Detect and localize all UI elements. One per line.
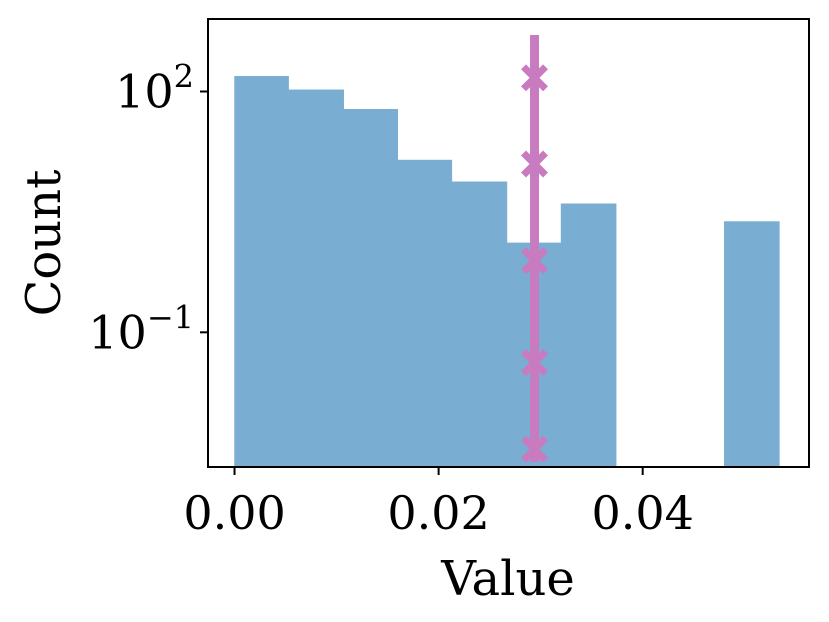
y-axis-ticks: 102 10−1 xyxy=(88,57,208,359)
x-tick-label-2: 0.02 xyxy=(387,486,489,540)
x-axis-label: Value xyxy=(440,551,575,607)
histogram-bar-5 xyxy=(451,181,508,468)
histogram-bar-1 xyxy=(234,75,289,468)
y-tick-label-2: 10−1 xyxy=(88,298,194,359)
y-tick-label-1: 102 xyxy=(115,57,194,118)
histogram-bar-10 xyxy=(724,221,780,468)
reference-line-group xyxy=(521,35,548,463)
histogram-bar-7 xyxy=(560,203,617,468)
histogram-bar-3 xyxy=(343,109,399,468)
x-axis-ticks: 0.00 0.02 0.04 xyxy=(183,467,694,540)
x-tick-label-1: 0.00 xyxy=(183,486,285,540)
x-tick-label-3: 0.04 xyxy=(591,486,693,540)
histogram-bar-2 xyxy=(288,89,344,468)
histogram-bars xyxy=(234,75,780,468)
x-marker-3 xyxy=(521,247,548,275)
x-marker-2 xyxy=(521,150,548,178)
x-marker-1 xyxy=(521,64,548,92)
y-axis-label: Count xyxy=(16,170,72,317)
x-marker-4 xyxy=(521,349,548,377)
x-marker-5 xyxy=(521,435,548,463)
plot-frame xyxy=(207,18,810,468)
histogram-bar-4 xyxy=(397,159,453,468)
